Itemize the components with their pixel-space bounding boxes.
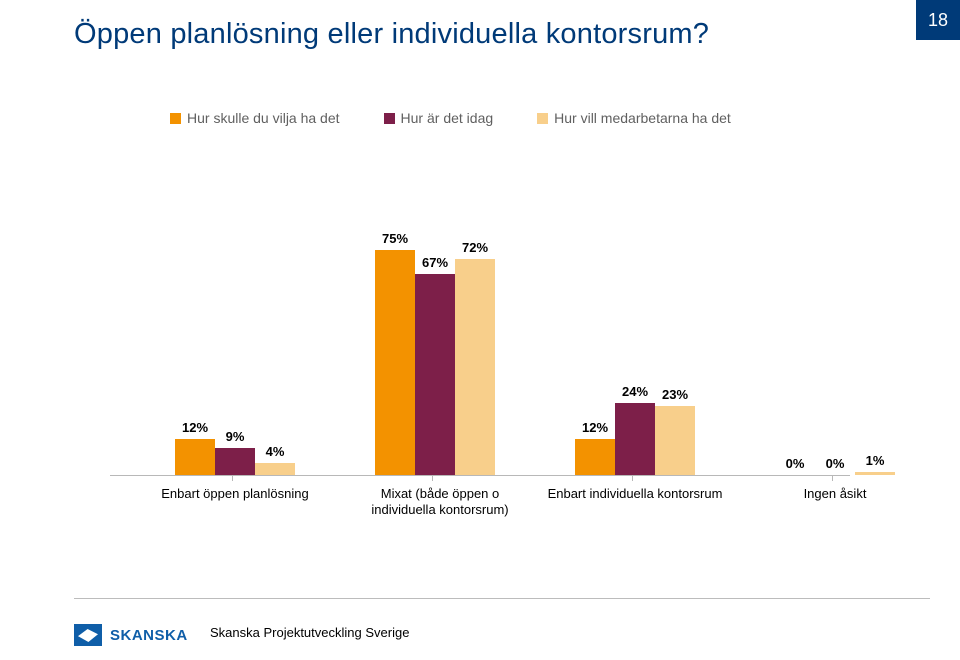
bar-rect [375, 250, 415, 475]
bar: 23% [655, 387, 695, 475]
bar-chart: 12%9%4%75%67%72%12%24%23%0%0%1% Enbart ö… [110, 175, 850, 530]
category-label: Mixat (både öppen oindividuella kontorsr… [340, 486, 540, 519]
category-label: Ingen åsikt [750, 486, 920, 502]
slide-title: Öppen planlösning eller individuella kon… [74, 18, 709, 51]
legend-swatch-icon [170, 113, 181, 124]
bar-value-label: 4% [266, 444, 285, 459]
bar: 1% [855, 453, 895, 475]
bar: 9% [215, 429, 255, 475]
bar-rect [655, 406, 695, 475]
page-number-badge: 18 [916, 0, 960, 40]
bar-rect [255, 463, 295, 475]
legend-swatch-icon [537, 113, 548, 124]
bar-value-label: 23% [662, 387, 688, 402]
bar: 0% [775, 456, 815, 475]
chart-legend: Hur skulle du vilja ha det Hur är det ida… [170, 110, 731, 126]
legend-label: Hur är det idag [401, 110, 494, 126]
plot-area: 12%9%4%75%67%72%12%24%23%0%0%1% [110, 175, 850, 476]
bar-value-label: 12% [182, 420, 208, 435]
bar-value-label: 1% [866, 453, 885, 468]
brand-logo: SKANSKA [74, 624, 188, 646]
legend-label: Hur vill medarbetarna ha det [554, 110, 731, 126]
bar: 75% [375, 231, 415, 475]
bar: 72% [455, 240, 495, 475]
bar-rect [615, 403, 655, 475]
bar-value-label: 24% [622, 384, 648, 399]
bar-value-label: 75% [382, 231, 408, 246]
bar-rect [415, 274, 455, 475]
legend-swatch-icon [384, 113, 395, 124]
bar-value-label: 9% [226, 429, 245, 444]
slide-page: 18 Öppen planlösning eller individuella … [0, 0, 960, 660]
bar: 12% [175, 420, 215, 475]
bar-rect [175, 439, 215, 475]
bar-rect [455, 259, 495, 475]
bar: 4% [255, 444, 295, 475]
bar-group: 12% 9% 4% [175, 420, 295, 475]
bar-rect [215, 448, 255, 475]
bar-value-label: 12% [582, 420, 608, 435]
bar-rect [855, 472, 895, 475]
legend-item: Hur skulle du vilja ha det [170, 110, 340, 126]
bar-group: 12% 24% 23% [575, 384, 695, 475]
category-axis: Enbart öppen planlösning Mixat (både öppe… [110, 476, 850, 531]
legend-item: Hur är det idag [384, 110, 494, 126]
bar-value-label: 72% [462, 240, 488, 255]
slide-footer: SKANSKA Skanska Projektutveckling Sverig… [0, 598, 960, 660]
bar-group: 0% 0% 1% [775, 453, 895, 475]
category-label: Enbart individuella kontorsrum [530, 486, 740, 502]
bar: 67% [415, 255, 455, 475]
bar: 0% [815, 456, 855, 475]
bar-value-label: 67% [422, 255, 448, 270]
footer-divider [74, 598, 930, 599]
legend-label: Hur skulle du vilja ha det [187, 110, 340, 126]
bar-value-label: 0% [786, 456, 805, 471]
bar: 24% [615, 384, 655, 475]
footer-text: Skanska Projektutveckling Sverige [210, 625, 409, 640]
logo-text: SKANSKA [110, 627, 188, 644]
bar-rect [575, 439, 615, 475]
category-label: Enbart öppen planlösning [140, 486, 330, 502]
bar-value-label: 0% [826, 456, 845, 471]
bar: 12% [575, 420, 615, 475]
logo-mark-icon [74, 624, 102, 646]
legend-item: Hur vill medarbetarna ha det [537, 110, 731, 126]
bar-group: 75% 67% 72% [375, 231, 495, 475]
